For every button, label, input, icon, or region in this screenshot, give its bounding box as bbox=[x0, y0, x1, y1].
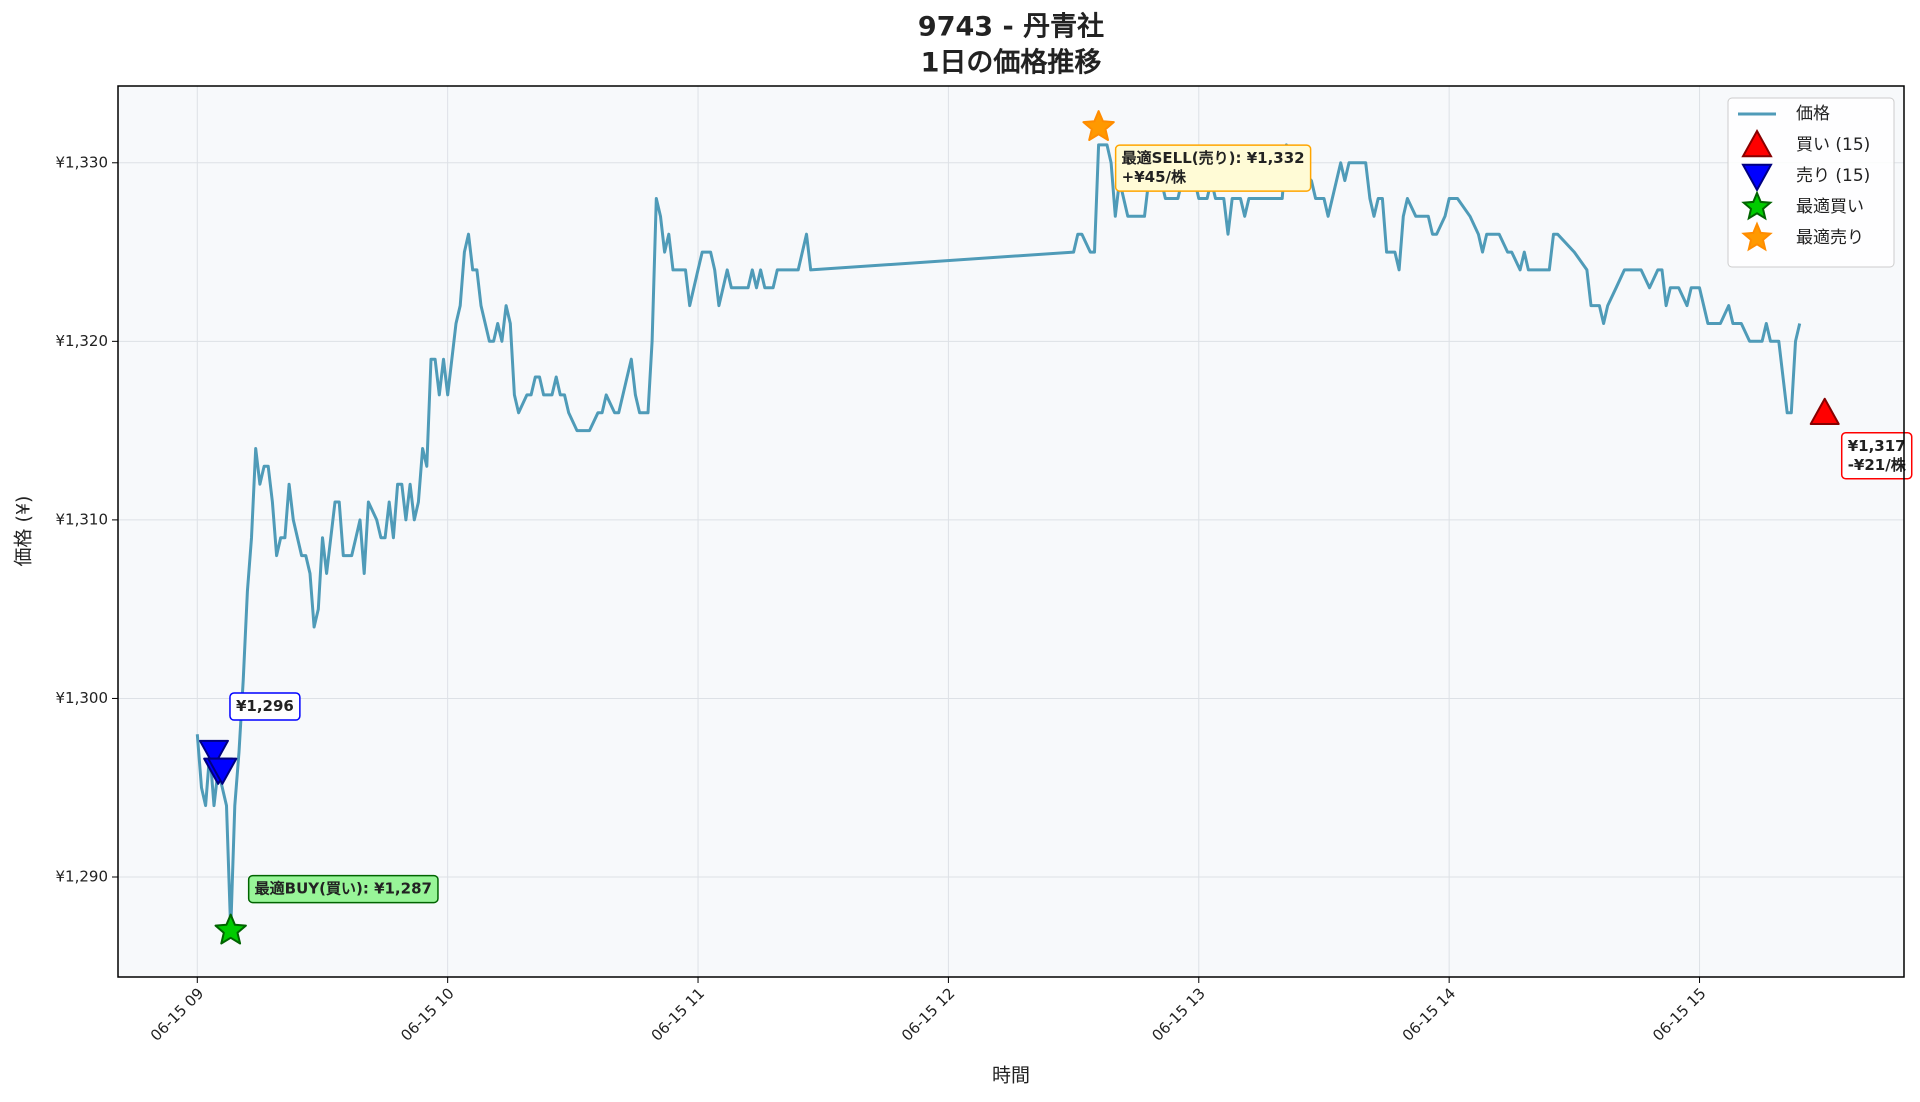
x-axis-label: 時間 bbox=[992, 1065, 1030, 1087]
legend-label: 買い (15) bbox=[1796, 135, 1870, 155]
legend-label: 価格 bbox=[1796, 104, 1830, 124]
annotation-box bbox=[229, 692, 301, 721]
price-line bbox=[195, 143, 1802, 933]
legend-label: 最適買い bbox=[1796, 197, 1864, 217]
annotation: ¥1,296 bbox=[229, 692, 301, 721]
annotation-box bbox=[1114, 144, 1312, 192]
chart-title: 9743 - 丹青社 bbox=[918, 11, 1104, 43]
axes-frame bbox=[117, 85, 1905, 978]
chart-subtitle: 1日の価格推移 bbox=[921, 48, 1102, 79]
y-tick-label: ¥1,330 bbox=[56, 153, 109, 171]
marker bbox=[198, 739, 229, 768]
y-tick-label: ¥1,320 bbox=[56, 332, 109, 350]
y-axis-label: 価格 (¥) bbox=[13, 496, 35, 567]
annotation-text: -¥21/株 bbox=[1848, 456, 1907, 474]
legend-swatch bbox=[1741, 190, 1773, 221]
x-tick-label: 06-15 09 bbox=[147, 984, 207, 1044]
y-tick-label: ¥1,300 bbox=[56, 689, 109, 707]
y-tick-label: ¥1,310 bbox=[56, 510, 109, 528]
annotation-text: 最適BUY(買い): ¥1,287 bbox=[255, 880, 432, 898]
annotation-box bbox=[247, 874, 439, 904]
annotation-text: 最適SELL(売り): ¥1,332 bbox=[1122, 149, 1305, 167]
legend-label: 売り (15) bbox=[1796, 166, 1870, 186]
annotation: 最適SELL(売り): ¥1,332+¥45/株 bbox=[1114, 144, 1312, 192]
x-tick-label: 06-15 14 bbox=[1399, 984, 1459, 1044]
x-tick-label: 06-15 15 bbox=[1649, 984, 1709, 1044]
x-tick-label: 06-15 10 bbox=[397, 984, 457, 1044]
marker bbox=[1809, 397, 1840, 425]
legend-label: 最適売り bbox=[1796, 228, 1864, 248]
annotation-box bbox=[1840, 432, 1913, 480]
plot: ¥1,317-¥21/株 ¥1,296 最適BUY(買い): ¥1,287 最適SEL… bbox=[195, 110, 1913, 945]
x-tick-label: 06-15 12 bbox=[898, 984, 958, 1044]
marker bbox=[214, 913, 247, 945]
x-tick-label: 06-15 11 bbox=[648, 984, 708, 1044]
annotation: ¥1,317-¥21/株 bbox=[1840, 432, 1913, 480]
annotation-text: ¥1,296 bbox=[236, 697, 294, 715]
legend-swatch bbox=[1741, 221, 1773, 252]
annotation-text: +¥45/株 bbox=[1122, 168, 1187, 186]
legend-swatch bbox=[1741, 163, 1773, 193]
annotation-text: ¥1,317 bbox=[1848, 437, 1906, 455]
legend-swatch bbox=[1741, 128, 1773, 158]
annotation: 最適BUY(買い): ¥1,287 bbox=[247, 874, 439, 904]
marker bbox=[1082, 110, 1115, 141]
x-tick-label: 06-15 13 bbox=[1148, 984, 1208, 1044]
legend-box bbox=[1727, 97, 1895, 268]
marker bbox=[207, 757, 238, 785]
plot-area bbox=[118, 86, 1904, 977]
y-tick-label: ¥1,290 bbox=[56, 868, 109, 886]
